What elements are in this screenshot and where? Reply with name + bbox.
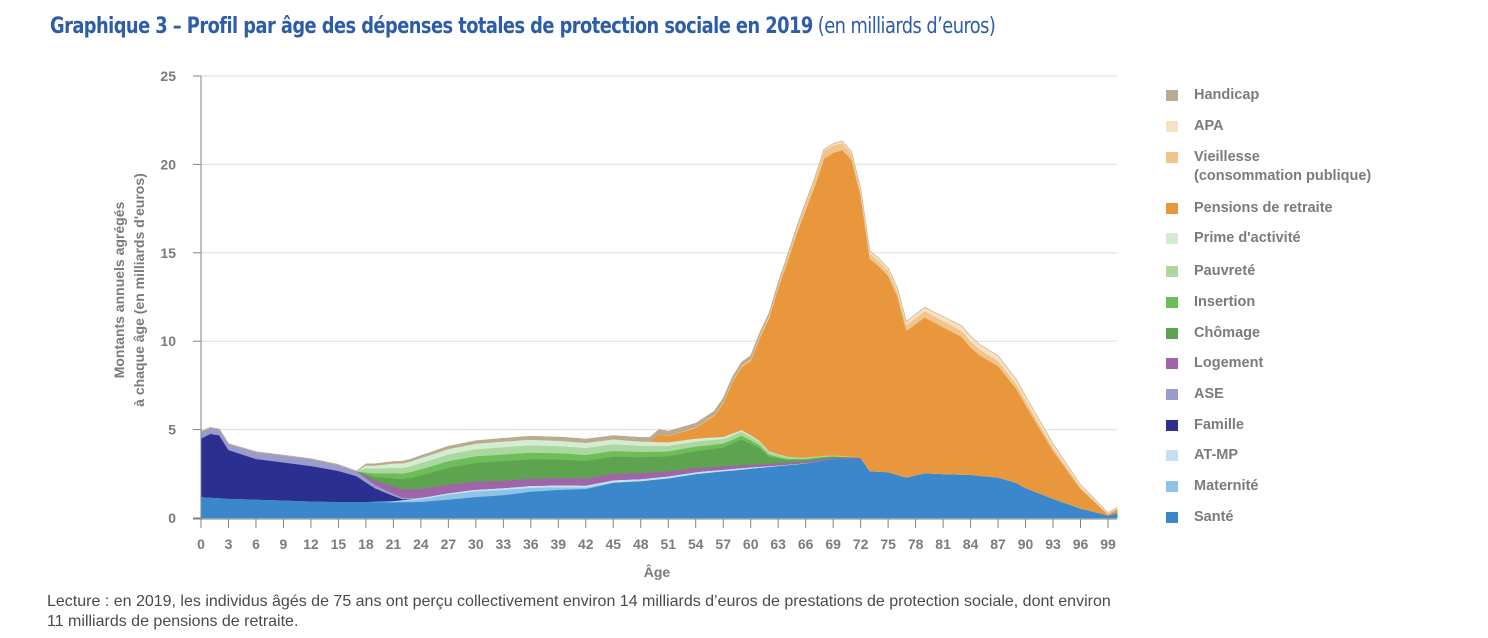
- legend-swatch: [1166, 328, 1178, 339]
- legend-label: Insertion: [1194, 294, 1256, 310]
- x-tick-label: 69: [825, 536, 841, 552]
- legend-item: Pauvreté: [1166, 262, 1255, 281]
- y-tick-label: 20: [160, 156, 176, 172]
- x-tick-label: 48: [633, 536, 649, 552]
- legend-swatch: [1166, 389, 1178, 400]
- x-tick-label: 36: [523, 536, 539, 552]
- reading-note-line-2: 11 milliards de pensions de retraite.: [47, 613, 299, 630]
- legend-swatch: [1166, 358, 1178, 369]
- legend-swatch: [1166, 450, 1178, 461]
- legend-label: Pauvreté: [1194, 263, 1256, 279]
- legend-swatch: [1166, 481, 1178, 492]
- x-tick-label: 51: [660, 536, 676, 552]
- legend-label: ASE: [1194, 386, 1224, 402]
- reading-note: Lecture : en 2019, les individus âgés de…: [47, 592, 1447, 632]
- x-tick-label: 96: [1073, 536, 1089, 552]
- reading-note-line-1: Lecture : en 2019, les individus âgés de…: [47, 593, 1111, 610]
- legend-label: Handicap: [1194, 87, 1260, 103]
- legend-label: Chômage: [1194, 325, 1261, 341]
- chart-title-unit: (en milliards d’euros): [812, 14, 996, 39]
- area-handicap: [200, 140, 1118, 513]
- legend-item: Handicap: [1166, 86, 1259, 105]
- y-tick-label: 0: [168, 510, 176, 526]
- x-tick-label: 78: [908, 536, 924, 552]
- legend-item: Insertion: [1166, 293, 1255, 312]
- x-tick-label: 6: [252, 536, 260, 552]
- y-tick-label: 15: [160, 245, 176, 261]
- legend-label: APA: [1194, 118, 1224, 134]
- legend-swatch: [1166, 512, 1178, 523]
- legend-label: Vieillesse (consommation publique): [1194, 149, 1372, 184]
- x-tick-label: 3: [225, 536, 233, 552]
- x-tick-label: 0: [197, 536, 205, 552]
- x-tick-label: 54: [688, 536, 704, 552]
- chart-title: Graphique 3 – Profil par âge des dépense…: [50, 14, 996, 39]
- y-axis-label-line-1: Montants annuels agrégés: [111, 201, 127, 378]
- legend-swatch: [1166, 420, 1178, 431]
- legend-swatch: [1166, 266, 1178, 277]
- legend-swatch: [1166, 203, 1178, 214]
- x-tick-label: 30: [468, 536, 484, 552]
- legend-item: Santé: [1166, 508, 1234, 527]
- legend-label: Maternité: [1194, 478, 1259, 494]
- x-tick-label: 15: [331, 536, 347, 552]
- x-tick-label: 45: [605, 536, 621, 552]
- legend-item: Vieillesse (consommation publique): [1166, 148, 1371, 186]
- legend-label: AT-MP: [1194, 447, 1239, 463]
- legend-item: Famille: [1166, 416, 1244, 435]
- legend-item: Pensions de retraite: [1166, 199, 1333, 218]
- x-tick-label: 93: [1045, 536, 1061, 552]
- y-tick-label: 10: [160, 333, 176, 349]
- legend-item: Maternité: [1166, 477, 1258, 496]
- x-tick-label: 90: [1018, 536, 1034, 552]
- legend-label: Prime d'activité: [1194, 230, 1301, 246]
- x-tick-label: 33: [496, 536, 512, 552]
- x-tick-label: 39: [551, 536, 567, 552]
- x-tick-label: 9: [280, 536, 288, 552]
- legend-item: Prime d'activité: [1166, 229, 1301, 248]
- y-ticks: 0 5 10 15 20 25: [160, 68, 201, 526]
- legend-item: APA: [1166, 117, 1224, 136]
- legend-label: Logement: [1194, 355, 1264, 371]
- legend-swatch: [1166, 90, 1178, 101]
- x-tick-label: 57: [715, 536, 731, 552]
- area-series-group: [200, 140, 1118, 519]
- x-tick-label: 18: [358, 536, 374, 552]
- legend-label: Santé: [1194, 509, 1234, 525]
- legend-item: AT-MP: [1166, 446, 1238, 465]
- x-ticks: 0 3 6 9 12 15 18 21 24 27 30 33 36 39 42 45 48 51 54 57 60 63…: [197, 519, 1116, 552]
- x-tick-label: 66: [798, 536, 814, 552]
- y-axis-label: Montants annuels agrégés à chaque âge (e…: [111, 173, 147, 407]
- x-tick-label: 87: [990, 536, 1006, 552]
- legend-swatch: [1166, 233, 1178, 244]
- legend-label: Famille: [1194, 417, 1244, 433]
- y-tick-label: 25: [160, 68, 176, 84]
- x-tick-label: 99: [1100, 536, 1116, 552]
- legend-swatch: [1166, 297, 1178, 308]
- x-tick-label: 72: [853, 536, 869, 552]
- y-tick-label: 5: [168, 422, 176, 438]
- legend-item: Logement: [1166, 354, 1263, 373]
- x-tick-label: 63: [770, 536, 786, 552]
- x-tick-label: 84: [963, 536, 979, 552]
- legend-item: Chômage: [1166, 324, 1260, 343]
- legend-swatch: [1166, 152, 1178, 163]
- x-tick-label: 27: [441, 536, 457, 552]
- x-axis-label: Âge: [644, 563, 671, 580]
- x-tick-label: 81: [935, 536, 951, 552]
- chart-title-main: Graphique 3 – Profil par âge des dépense…: [50, 14, 813, 39]
- x-tick-label: 75: [880, 536, 896, 552]
- x-tick-label: 60: [743, 536, 759, 552]
- axes: [193, 76, 1117, 520]
- x-tick-label: 12: [303, 536, 319, 552]
- legend-item: ASE: [1166, 385, 1224, 404]
- x-tick-label: 24: [413, 536, 429, 552]
- x-tick-label: 21: [386, 536, 402, 552]
- legend-swatch: [1166, 121, 1178, 132]
- x-tick-label: 42: [578, 536, 594, 552]
- legend-label: Pensions de retraite: [1194, 200, 1333, 216]
- y-axis-label-line-2: à chaque âge (en milliards d'euros): [131, 173, 147, 407]
